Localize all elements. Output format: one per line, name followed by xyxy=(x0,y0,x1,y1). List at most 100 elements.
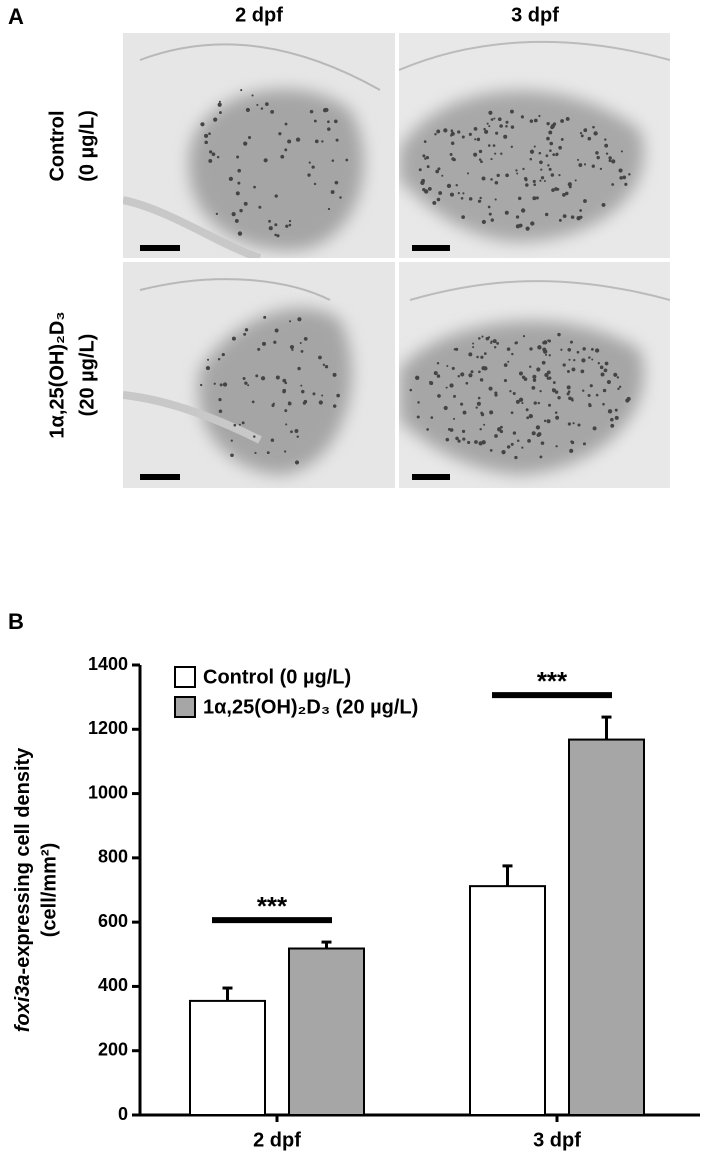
cell-dot xyxy=(543,419,547,423)
cell-dot xyxy=(520,208,526,213)
cell-dot xyxy=(462,192,465,195)
y-tick-label: 1000 xyxy=(88,782,128,802)
cell-dot xyxy=(446,364,449,368)
cell-dot xyxy=(422,187,426,192)
cell-dot xyxy=(545,154,549,158)
cell-dot xyxy=(243,201,248,206)
cell-dot xyxy=(509,109,514,114)
y-axis-unit: (cell/mm²) xyxy=(38,843,60,937)
cell-dot xyxy=(495,131,499,135)
cell-dot xyxy=(455,347,459,351)
significance-label: *** xyxy=(257,891,288,921)
cell-dot xyxy=(490,118,494,121)
cell-dot xyxy=(284,409,288,413)
cell-dot xyxy=(268,226,273,231)
cell-dot xyxy=(457,130,461,134)
legend-label: 1α,25(OH)₂D₃ (20 µg/L) xyxy=(203,696,418,718)
row-label: 1α,25(OH)₂D₃ xyxy=(46,311,68,438)
cell-dot xyxy=(457,439,461,443)
cell-dot xyxy=(529,119,534,123)
cell-dot xyxy=(525,408,529,412)
cell-dot xyxy=(574,179,577,182)
cell-dot xyxy=(618,385,622,389)
cell-dot xyxy=(480,355,484,359)
cell-dot xyxy=(529,347,533,351)
cell-dot xyxy=(599,167,603,171)
cell-dot xyxy=(237,168,242,173)
cell-dot xyxy=(604,143,609,148)
cell-dot xyxy=(555,415,560,420)
cell-dot xyxy=(451,132,454,135)
cell-dot xyxy=(521,446,524,449)
cell-dot xyxy=(271,403,275,407)
cell-dot xyxy=(522,335,526,338)
cell-dot xyxy=(285,224,289,228)
cell-dot xyxy=(445,386,448,389)
cell-dot xyxy=(206,358,210,361)
cell-dot xyxy=(582,347,586,351)
cell-dot xyxy=(294,429,299,433)
cell-dot xyxy=(234,219,239,223)
cell-dot xyxy=(544,212,549,217)
cell-dot xyxy=(274,194,278,198)
tissue xyxy=(188,89,364,251)
cell-dot xyxy=(284,450,287,453)
micrographs xyxy=(123,33,670,488)
cell-dot xyxy=(466,172,470,175)
cell-dot xyxy=(436,197,441,202)
scale-bar xyxy=(140,245,180,251)
cell-dot xyxy=(611,159,616,164)
cell-dot xyxy=(547,339,550,342)
cell-dot xyxy=(460,402,464,406)
cell-dot xyxy=(238,423,241,426)
cell-dot xyxy=(218,409,223,414)
cell-dot xyxy=(485,336,490,341)
cell-dot xyxy=(449,192,455,197)
cell-dot xyxy=(236,155,240,159)
panel-label: A xyxy=(8,4,24,29)
cell-dot xyxy=(506,445,511,449)
cell-dot xyxy=(494,152,497,155)
cell-dot xyxy=(330,190,335,195)
cell-dot xyxy=(258,205,262,209)
cell-dot xyxy=(510,145,513,148)
cell-dot xyxy=(543,179,546,183)
cell-dot xyxy=(507,360,510,363)
cell-dot xyxy=(510,442,514,446)
cell-dot xyxy=(583,163,587,166)
cell-dot xyxy=(321,140,324,143)
cell-dot xyxy=(538,151,542,155)
cell-dot xyxy=(237,231,243,236)
cell-dot xyxy=(241,421,245,425)
cell-dot xyxy=(256,103,259,107)
cell-dot xyxy=(275,375,280,380)
cell-dot xyxy=(284,148,288,152)
cell-dot xyxy=(494,393,498,397)
cell-dot xyxy=(449,428,454,432)
cell-dot xyxy=(617,387,620,391)
cell-dot xyxy=(422,154,426,158)
cell-dot xyxy=(515,169,518,172)
cell-dot xyxy=(499,124,503,128)
cell-dot xyxy=(468,132,472,136)
cell-dot xyxy=(523,176,528,181)
cell-dot xyxy=(551,188,555,192)
cell-dot xyxy=(582,442,586,446)
cell-dot xyxy=(597,362,600,365)
cell-dot xyxy=(605,152,609,155)
cell-dot xyxy=(548,376,552,380)
cell-dot xyxy=(545,353,548,356)
cell-dot xyxy=(318,400,323,405)
cell-dot xyxy=(554,390,559,394)
cell-dot xyxy=(209,150,213,154)
cell-dot xyxy=(263,315,267,319)
cell-dot xyxy=(472,346,475,349)
cell-dot xyxy=(557,396,561,400)
cell-dot xyxy=(487,205,491,209)
y-tick-label: 600 xyxy=(98,911,128,931)
cell-dot xyxy=(483,423,486,426)
cell-dot xyxy=(488,386,493,391)
cell-dot xyxy=(525,183,529,187)
cell-dot xyxy=(496,173,500,178)
